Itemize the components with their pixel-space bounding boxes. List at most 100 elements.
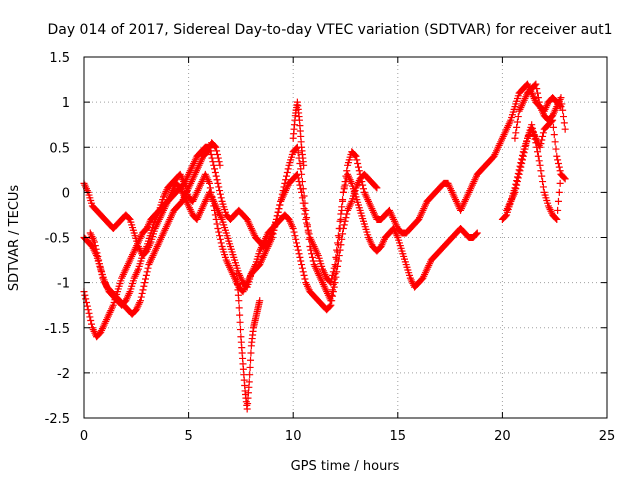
- data-point-interp: [216, 235, 224, 243]
- data-point-interp: [96, 263, 104, 271]
- data-point-interp: [212, 215, 220, 223]
- data-point-interp: [359, 181, 367, 189]
- data-point-interp: [521, 145, 529, 153]
- data-point-interp: [556, 179, 564, 187]
- data-point-interp: [294, 149, 302, 157]
- data-point-interp: [247, 356, 255, 364]
- y-tick-label: -0.5: [45, 232, 70, 247]
- data-point-interp: [337, 241, 345, 249]
- data-point-interp: [559, 113, 567, 121]
- data-point-interp: [537, 140, 545, 148]
- x-tick-label: 15: [390, 429, 407, 444]
- data-point-interp: [87, 317, 95, 325]
- data-point-interp: [552, 215, 560, 223]
- data-point: [298, 188, 306, 196]
- data-point-interp: [539, 132, 547, 140]
- data-point-interp: [513, 178, 521, 186]
- data-point-interp: [214, 154, 222, 162]
- data-point-interp: [216, 190, 224, 198]
- data-point-interp: [296, 181, 304, 189]
- data-point: [302, 206, 310, 214]
- data-point-interp: [144, 264, 152, 272]
- data-point-interp: [217, 194, 225, 202]
- data-point-interp: [94, 252, 102, 260]
- data-point-interp: [554, 206, 562, 214]
- data-point: [511, 188, 519, 196]
- data-point-interp: [295, 250, 303, 258]
- data-point-interp: [554, 159, 562, 167]
- data-point-interp: [552, 145, 560, 153]
- data-point-interp: [560, 119, 568, 127]
- data-point-interp: [292, 235, 300, 243]
- data-point-interp: [294, 174, 302, 182]
- data-point-interp: [283, 172, 291, 180]
- data-point-interp: [539, 129, 547, 137]
- data-point-interp: [523, 138, 531, 146]
- data-point-interp: [300, 205, 308, 213]
- data-point-interp: [91, 242, 99, 250]
- data-point-interp: [534, 148, 542, 156]
- data-point-interp: [513, 123, 521, 131]
- data-point-interp: [472, 230, 480, 238]
- data-point-interp: [531, 81, 539, 89]
- x-tick-label: 25: [599, 429, 616, 444]
- data-point-interp: [299, 199, 307, 207]
- data-point-interp: [514, 113, 522, 121]
- data-point-interp: [274, 208, 282, 216]
- data-point-interp: [300, 271, 308, 279]
- data-point-interp: [215, 183, 223, 191]
- data-point-interp: [538, 136, 546, 144]
- data-point-interp: [555, 188, 563, 196]
- data-point-interp: [216, 232, 224, 240]
- data-point-interp: [207, 150, 215, 158]
- data-point: [339, 224, 347, 232]
- data-point-interp: [343, 167, 351, 175]
- y-tick-label: 1: [62, 96, 70, 111]
- data-point: [553, 215, 561, 223]
- data-point-interp: [92, 245, 100, 253]
- data-point-interp: [353, 156, 361, 164]
- data-point-interp: [502, 212, 510, 220]
- data-point-interp: [517, 163, 525, 171]
- data-point: [339, 188, 347, 196]
- data-point: [90, 238, 98, 246]
- data-point-interp: [340, 221, 348, 229]
- data-point-interp: [354, 159, 362, 167]
- data-point-interp: [303, 219, 311, 227]
- data-point: [214, 179, 222, 187]
- data-point-interp: [208, 154, 216, 162]
- data-point-interp: [297, 165, 305, 173]
- data-point-interp: [533, 85, 541, 93]
- data-point-interp: [334, 239, 342, 247]
- data-point-interp: [520, 149, 528, 157]
- data-point: [335, 252, 343, 260]
- data-point-interp: [328, 275, 336, 283]
- data-point-interp: [212, 172, 220, 180]
- x-axis-label: GPS time / hours: [291, 459, 400, 474]
- data-point-interp: [329, 288, 337, 296]
- data-point: [511, 134, 519, 142]
- data-point-interp: [291, 232, 299, 240]
- data-point: [84, 306, 92, 314]
- data-point-interp: [535, 98, 543, 106]
- data-point-interp: [98, 271, 106, 279]
- data-point: [245, 378, 253, 386]
- data-point-interp: [308, 253, 316, 261]
- data-point-interp: [206, 184, 214, 192]
- data-point-interp: [236, 318, 244, 326]
- data-point: [141, 279, 149, 287]
- data-point: [136, 297, 144, 305]
- data-point-interp: [213, 176, 221, 184]
- data-point-interp: [338, 203, 346, 211]
- y-tick-label: 1.5: [49, 51, 70, 66]
- y-tick-label: 0.5: [49, 141, 70, 156]
- data-point-interp: [297, 257, 305, 265]
- data-point-interp: [139, 286, 147, 294]
- data-point-interp: [217, 239, 225, 247]
- data-point-interp: [301, 275, 309, 283]
- data-point-interp: [298, 194, 306, 202]
- data-point-interp: [332, 273, 340, 281]
- data-point-interp: [298, 264, 306, 272]
- data-point: [293, 243, 301, 251]
